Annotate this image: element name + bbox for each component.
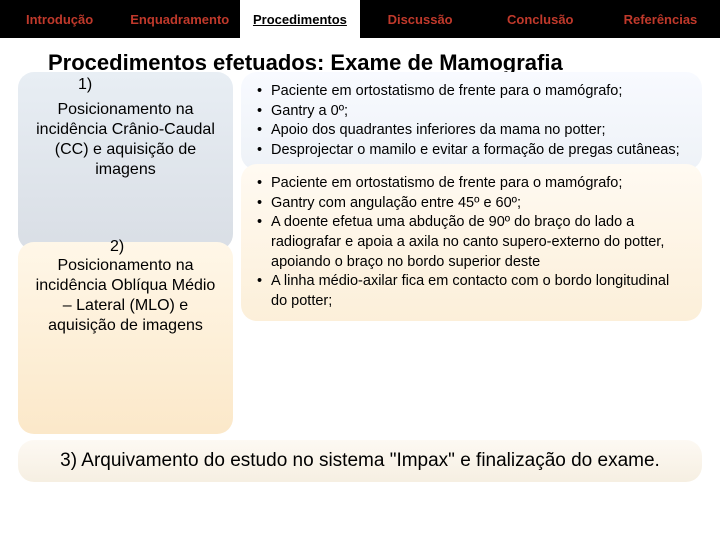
bullet-item: Apoio dos quadrantes inferiores da mama … (257, 121, 686, 141)
bullet-item: Desprojectar o mamilo e evitar a formaçã… (257, 141, 686, 161)
right-column: Paciente em ortostatismo de frente para … (241, 80, 702, 462)
right-card-cc-bullets: Paciente em ortostatismo de frente para … (241, 72, 702, 170)
bullet-item: Paciente em ortostatismo de frente para … (257, 174, 686, 194)
navbar: Introdução Enquadramento Procedimentos D… (0, 0, 720, 38)
left-card-mlo-text: Posicionamento na incidência Oblíqua Méd… (36, 257, 216, 334)
nav-tab-enquadramento[interactable]: Enquadramento (120, 0, 240, 38)
bottom-card-archive: 3) Arquivamento do estudo no sistema "Im… (18, 440, 702, 482)
left-card-cc: Posicionamento na incidência Crânio-Caud… (18, 72, 233, 250)
bullet-list-mlo: Paciente em ortostatismo de frente para … (257, 174, 686, 311)
nav-tab-introducao[interactable]: Introdução (0, 0, 120, 38)
left-card-mlo: Posicionamento na incidência Oblíqua Méd… (18, 242, 233, 434)
right-card-mlo-bullets: Paciente em ortostatismo de frente para … (241, 164, 702, 321)
nav-tab-procedimentos[interactable]: Procedimentos (240, 0, 360, 38)
bullet-item: Gantry a 0º; (257, 102, 686, 122)
nav-tab-referencias[interactable]: Referências (601, 0, 720, 38)
left-card-cc-text: Posicionamento na incidência Crânio-Caud… (36, 101, 215, 178)
bottom-card-text: 3) Arquivamento do estudo no sistema "Im… (60, 450, 660, 471)
nav-tab-conclusao[interactable]: Conclusão (481, 0, 601, 38)
nav-tab-discussao[interactable]: Discussão (361, 0, 481, 38)
left-column: 1) Posicionamento na incidência Crânio-C… (18, 80, 233, 462)
content-area: Procedimentos efetuados: Exame de Mamogr… (0, 38, 720, 470)
bullet-item: A linha médio-axilar fica em contacto co… (257, 272, 686, 311)
step-number-2: 2) (110, 238, 124, 256)
bullet-item: Paciente em ortostatismo de frente para … (257, 82, 686, 102)
step-number-1: 1) (78, 76, 92, 94)
two-column-layout: 1) Posicionamento na incidência Crânio-C… (18, 80, 702, 462)
bullet-list-cc: Paciente em ortostatismo de frente para … (257, 82, 686, 160)
bullet-item: A doente efetua uma abdução de 90º do br… (257, 213, 686, 272)
bullet-item: Gantry com angulação entre 45º e 60º; (257, 194, 686, 214)
